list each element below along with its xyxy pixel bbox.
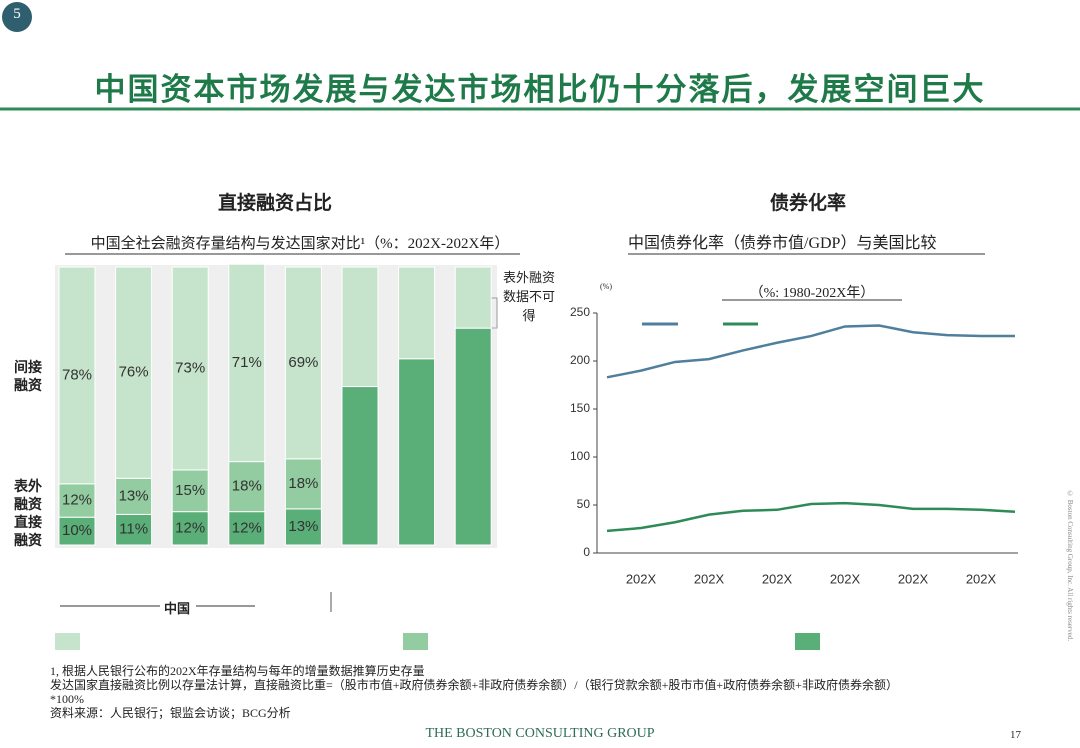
y-tick-label: 100	[570, 449, 590, 463]
legend-swatch	[55, 633, 80, 650]
data-label: 15%	[175, 482, 205, 499]
copyright: © Boston Consulting Group, Inc. All righ…	[1066, 490, 1074, 642]
data-label: 11%	[119, 521, 148, 538]
footnote: *100%	[50, 692, 84, 706]
badge	[2, 2, 32, 32]
data-label: 13%	[119, 487, 149, 504]
data-label: 10%	[62, 522, 92, 539]
x-tick-label: 202X	[830, 571, 861, 586]
bar-segment	[341, 386, 379, 546]
group-label: 中国	[164, 601, 191, 616]
bar-segment	[341, 266, 379, 388]
data-label: 76%	[119, 364, 149, 381]
bar-segment	[58, 516, 96, 546]
chart-title: 直接融资占比	[217, 193, 332, 214]
bar-segment	[284, 266, 322, 460]
y-tick-label: 250	[570, 305, 590, 319]
series-label: 间接融资	[14, 361, 42, 394]
footnote: 1, 根据人民银行公布的202X年存量结构与每年的增量数据推算历史存量	[50, 664, 425, 678]
data-label: 12%	[232, 519, 262, 536]
bar-segment	[115, 266, 153, 479]
y-axis-label: (%)	[600, 282, 612, 291]
data-label: 18%	[232, 478, 262, 495]
data-label: 78%	[62, 366, 92, 383]
logo: THE BOSTON CONSULTING GROUP	[425, 726, 655, 741]
data-label: 12%	[175, 519, 205, 536]
bar-segment	[398, 358, 436, 546]
bar-segment	[284, 458, 322, 510]
bar-segment	[454, 327, 492, 546]
line	[606, 501, 1016, 533]
page-number: 17	[1010, 729, 1021, 741]
y-tick-label: 50	[577, 497, 591, 511]
chart-note: （%: 1980-202X年）	[749, 286, 875, 301]
legend-swatch	[403, 633, 428, 650]
slide-number: 5	[13, 6, 21, 22]
bar-segment	[171, 469, 209, 513]
x-tick-label: 202X	[694, 571, 725, 586]
bar-segment	[454, 266, 492, 329]
callout: 表外融资数据不可得	[502, 270, 555, 323]
x-tick-label: 202X	[966, 571, 997, 586]
x-tick-label: 202X	[898, 571, 929, 586]
bar-segment	[115, 477, 153, 515]
bar-segment	[398, 266, 436, 360]
chart-title: 债券化率	[769, 193, 846, 214]
bar-segment	[58, 266, 96, 485]
bar-segment	[284, 508, 322, 546]
bar-segment	[228, 263, 266, 463]
x-tick-label: 202X	[626, 571, 657, 586]
slide-title: 中国资本市场发展与发达市场相比仍十分落后，发展空间巨大	[94, 72, 986, 107]
legend-swatch	[795, 633, 820, 650]
data-label: 12%	[62, 491, 92, 508]
footnotes: 1, 根据人民银行公布的202X年存量结构与每年的增量数据推算历史存量 发达国家…	[50, 664, 1060, 720]
data-label: 18%	[288, 475, 318, 492]
bar-segment	[228, 461, 266, 513]
series-label: 直接融资	[14, 516, 42, 549]
footnote: 资料来源：人民银行；银监会访谈；BCG分析	[50, 706, 291, 720]
data-label: 73%	[175, 359, 205, 376]
y-tick-label: 150	[570, 401, 590, 415]
bar-segment	[115, 513, 153, 546]
line	[606, 324, 1015, 379]
series-label: 表外融资	[14, 480, 42, 513]
x-tick-label: 202X	[762, 571, 793, 586]
chart-subtitle: 中国全社会融资存量结构与发达国家对比¹（%：202X-202X年）	[90, 236, 510, 252]
data-label: 69%	[288, 354, 318, 371]
data-label: 13%	[288, 518, 318, 535]
footnote: 发达国家直接融资比例以存量法计算，直接融资比重=（股市市值+政府债券余额+非政府…	[50, 678, 898, 692]
y-tick-label: 0	[583, 545, 590, 559]
chart-subtitle: 中国债券化率（债券市值/GDP）与美国比较	[628, 235, 937, 252]
data-label: 71%	[232, 354, 262, 371]
y-tick-label: 200	[570, 353, 590, 367]
bar-segment	[171, 266, 209, 471]
bar-segment	[228, 511, 266, 546]
